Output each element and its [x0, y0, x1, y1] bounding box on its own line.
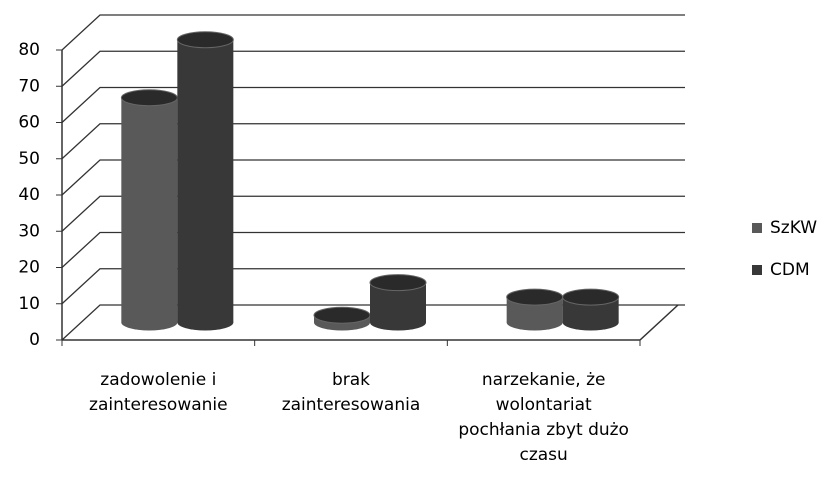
- bar-top: [313, 306, 371, 324]
- grid-line: [61, 304, 685, 341]
- y-tick-label: 70: [18, 76, 40, 96]
- legend-label: SzKW: [770, 218, 817, 238]
- bar: [121, 97, 178, 323]
- legend-swatch: [752, 265, 762, 275]
- grid-line: [61, 123, 685, 160]
- y-tick-label: 10: [18, 294, 40, 314]
- grid-line: [61, 86, 685, 123]
- y-tick-label: 30: [18, 221, 40, 241]
- grid-line: [61, 159, 685, 196]
- legend-label: CDM: [770, 260, 810, 280]
- y-tick-label: 40: [18, 185, 40, 205]
- x-tick-label: brak zainteresowania: [281, 370, 421, 415]
- legend-swatch: [752, 223, 762, 233]
- bar-top: [176, 31, 234, 49]
- grid-line: [61, 195, 685, 232]
- bar-top: [120, 89, 178, 107]
- y-tick-label: 50: [18, 149, 40, 169]
- grid-line: [61, 14, 685, 51]
- x-tick-label: zadowolenie i zainteresowanie: [89, 370, 228, 415]
- bar: [177, 39, 234, 323]
- grid-line: [61, 231, 685, 268]
- y-tick-label: 80: [18, 40, 40, 60]
- bar-top: [562, 288, 620, 306]
- grid-line: [61, 50, 685, 87]
- bar-top: [506, 288, 564, 306]
- grid-line: [61, 268, 685, 305]
- x-tick-label: narzekanie, że wolontariat pochłania zby…: [458, 370, 629, 465]
- y-tick-label: 0: [29, 330, 40, 350]
- y-tick-label: 60: [18, 113, 40, 133]
- bar-top: [369, 274, 427, 292]
- y-tick-label: 20: [18, 258, 40, 278]
